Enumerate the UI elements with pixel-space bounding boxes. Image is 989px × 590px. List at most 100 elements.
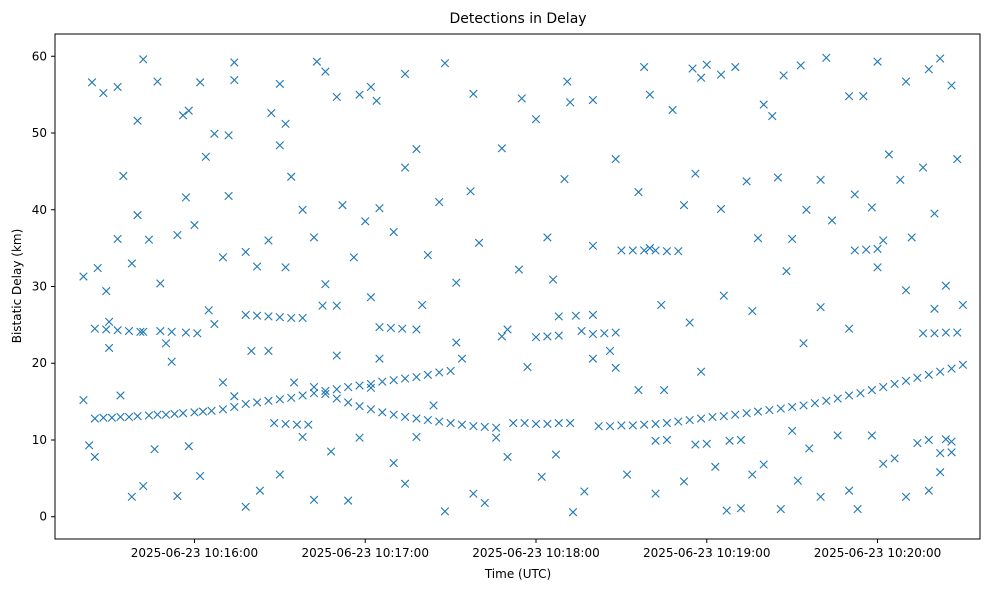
data-point-marker (577, 326, 586, 336)
data-point-marker (218, 253, 228, 262)
data-point-marker (853, 504, 862, 514)
data-point-marker (543, 233, 552, 242)
data-point-marker (312, 57, 322, 66)
data-point-marker (657, 300, 666, 310)
data-point-marker (178, 111, 188, 120)
data-point-marker (440, 507, 450, 516)
data-point-marker (662, 418, 672, 428)
data-point-marker (617, 246, 626, 255)
data-point-marker (947, 81, 956, 90)
data-point-marker (400, 374, 410, 383)
data-point-marker (787, 426, 797, 435)
data-point-marker (779, 71, 788, 80)
data-point-marker (543, 332, 552, 341)
data-point-marker (600, 329, 609, 338)
data-point-marker (332, 351, 341, 360)
data-point-marker (548, 275, 558, 284)
data-point-marker (645, 90, 655, 99)
y-tick-label: 30 (32, 280, 47, 294)
data-point-marker (107, 413, 117, 422)
data-point-marker (343, 398, 353, 407)
data-point-marker (588, 354, 598, 363)
data-point-marker (659, 385, 669, 395)
data-point-marker (201, 152, 211, 161)
data-point-marker (412, 414, 421, 423)
data-point-marker (469, 421, 478, 431)
data-point-marker (497, 144, 507, 153)
data-point-marker (565, 418, 575, 428)
data-point-marker (104, 343, 114, 353)
data-point-marker (275, 395, 285, 404)
data-point-marker (913, 438, 922, 448)
data-point-marker (378, 377, 387, 386)
data-point-marker (890, 379, 899, 389)
data-point-marker (343, 382, 353, 392)
data-point-marker (349, 253, 359, 262)
data-point-marker (417, 300, 427, 310)
data-point-marker (150, 445, 159, 454)
data-point-marker (685, 318, 694, 327)
data-point-marker (398, 324, 407, 333)
data-point-marker (167, 357, 176, 366)
data-point-marker (879, 459, 888, 468)
data-point-marker (298, 205, 307, 214)
data-point-marker (321, 389, 330, 399)
data-point-marker (241, 310, 250, 320)
data-point-marker (84, 441, 94, 450)
data-point-marker (457, 420, 467, 429)
data-point-marker (309, 495, 319, 505)
data-point-marker (696, 367, 706, 376)
data-point-marker (588, 95, 598, 105)
data-point-marker (580, 487, 589, 496)
data-point-marker (269, 418, 279, 428)
data-point-marker (87, 78, 97, 87)
data-point-marker (947, 437, 956, 446)
data-point-marker (639, 246, 649, 255)
data-point-marker (668, 105, 677, 115)
data-point-marker (366, 383, 376, 392)
data-point-marker (930, 329, 939, 338)
data-point-marker (833, 394, 842, 403)
data-point-marker (935, 448, 945, 458)
data-point-marker (281, 263, 290, 272)
data-point-marker (102, 286, 111, 296)
data-point-marker (292, 420, 302, 429)
data-point-marker (645, 243, 655, 253)
data-point-marker (173, 491, 182, 501)
data-point-marker (480, 498, 489, 508)
data-point-marker (321, 280, 330, 289)
data-point-marker (375, 204, 384, 213)
data-point-marker (691, 169, 700, 178)
data-point-marker (181, 328, 191, 337)
data-point-marker (588, 329, 598, 339)
data-point-marker (651, 419, 660, 429)
data-point-marker (702, 439, 711, 449)
data-point-marker (873, 57, 882, 66)
data-point-marker (918, 163, 928, 172)
data-point-marker (204, 306, 213, 315)
data-point-marker (366, 82, 376, 92)
data-point-marker (423, 415, 433, 425)
data-point-marker (736, 504, 746, 513)
scatter-points (79, 53, 968, 517)
data-point-marker (366, 379, 376, 389)
data-point-marker (469, 489, 478, 498)
data-point-marker (588, 310, 598, 320)
data-point-marker (753, 233, 763, 243)
data-point-marker (497, 332, 507, 341)
data-point-marker (691, 440, 700, 449)
data-point-marker (90, 452, 100, 462)
data-point-marker (537, 472, 546, 482)
data-point-marker (759, 460, 768, 469)
data-point-marker (560, 174, 569, 184)
data-point-marker (389, 227, 398, 237)
data-point-marker (375, 354, 384, 363)
data-point-marker (412, 144, 421, 154)
data-point-marker (218, 378, 228, 387)
x-axis-label: Time (UTC) (484, 567, 551, 581)
x-tick-label: 2025-06-23 10:20:00 (814, 546, 941, 560)
data-point-marker (674, 247, 683, 256)
data-point-marker (696, 414, 706, 423)
data-point-marker (400, 69, 410, 79)
